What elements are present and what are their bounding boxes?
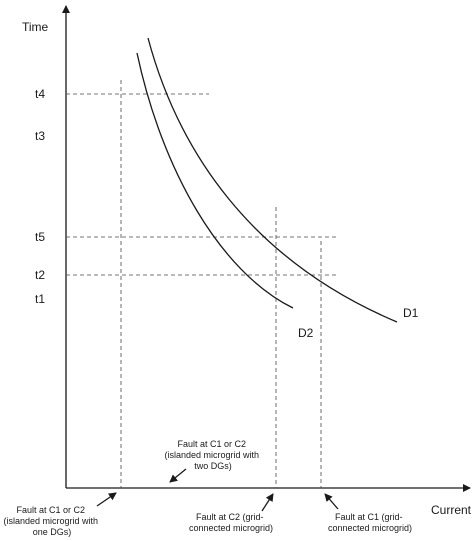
note-islanded-one-dg-line-1: Fault at C1 or C2 [16,505,85,515]
note-fault-c1: Fault at C1 (grid- connected microgrid) [328,512,412,533]
note-fault-c2: Fault at C2 (grid- connected microgrid) [189,512,273,533]
note-fault-c1-arrow [324,493,339,510]
t5-label: t5 [35,230,45,244]
curve-d1-label: D1 [403,306,419,320]
y-axis-title: Time [22,20,49,34]
curve-d2-label: D2 [298,326,314,340]
note-fault-c1-line-2: connected microgrid) [328,523,412,533]
t2-label: t2 [35,268,45,282]
note-islanded-one-dg-arrow [96,492,117,507]
note-fault-c2-arrow [261,493,274,512]
note-fault-c2-line-2: connected microgrid) [189,523,273,533]
t4-label: t4 [35,87,45,101]
note-fault-c2-line-1: Fault at C2 (grid- [196,512,264,522]
note-islanded-two-dgs-line-3: two DGs) [194,461,232,471]
t3-label: t3 [35,129,45,143]
note-fault-c1-line-1: Fault at C1 (grid- [335,512,403,522]
note-islanded-two-dgs-arrow [169,468,187,483]
curve-d2 [136,52,294,309]
curve-d1 [147,37,398,323]
note-islanded-one-dg-line-2: (islanded microgrid with [3,516,98,526]
t1-label: t1 [35,292,45,306]
x-axis-title: Current [431,503,472,517]
note-islanded-two-dgs-line-2: (islanded microgrid with [164,450,259,460]
note-islanded-one-dg: Fault at C1 or C2 (islanded microgrid wi… [3,505,100,537]
note-islanded-two-dgs-line-1: Fault at C1 or C2 [177,439,246,449]
note-islanded-two-dgs: Fault at C1 or C2 (islanded microgrid wi… [164,439,261,471]
note-islanded-one-dg-line-3: one DGs) [33,527,72,537]
